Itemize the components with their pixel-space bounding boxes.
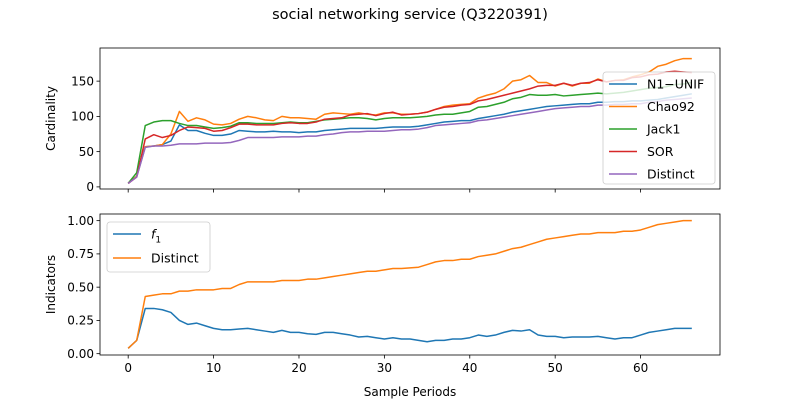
chart-1-x-tick-label-0: 0 [124,361,132,375]
cardinality-panel: 0 50 100 150 Cardinality N1−UNIF Chao92 Jack1 SO… [44,47,721,194]
chart-0-y-axis-label: Cardinality [44,86,58,151]
chart-0-series-line-4 [127,97,692,184]
chart-1-x-tick-label-2: 20 [291,361,306,375]
chart-1-series-line-0 [127,307,692,349]
chart-1-x-tick-label-5: 50 [548,361,563,375]
chart-0-y-tick-label-0: 0 [86,180,94,194]
chart-0-series-line-2 [127,81,692,184]
chart-0-legend: N1−UNIF Chao92 Jack1 SOR Distinct [602,71,716,185]
chart-1-y-tick-label-3: 0.75 [67,247,94,261]
chart-1-y-tick-label-0: 0.00 [67,347,94,361]
chart-1-legend-label-1: Distinct [151,251,199,266]
chart-1-legend-label-0: f1 [151,227,161,246]
chart-0-legend-box [602,71,716,185]
indicators-panel: 0 10 20 30 40 50 60 0.00 0.25 0.50 0.75 1.00 Indicat… [44,213,721,375]
chart-1-x-tick-label-4: 40 [462,361,477,375]
chart-0-y-tick-label-1: 50 [79,145,94,159]
chart-1-x-tick-label-6: 60 [633,361,648,375]
chart-1-y-tick-label-4: 1.00 [67,214,94,228]
chart-1-x-tick-label-3: 30 [377,361,392,375]
chart-0-series-line-3 [127,70,692,184]
chart-1-series-line-1 [127,219,692,349]
chart-1-y-axis-label: Indicators [44,255,58,314]
chart-0-y-tick-label-2: 100 [71,110,94,124]
chart-0-legend-label-3: SOR [647,144,674,159]
chart-1-x-tick-label-1: 10 [206,361,221,375]
x-axis-label: Sample Periods [364,385,456,399]
chart-0-series-line-0 [127,93,692,184]
chart-1-axes-frame [99,213,721,356]
chart-0-legend-label-2: Jack1 [646,122,680,137]
chart-1-y-tick-label-2: 0.50 [67,280,94,294]
chart-0-legend-label-4: Distinct [647,167,695,182]
chart-0-y-tick-label-3: 150 [71,74,94,88]
figure-title: social networking service (Q3220391) [272,7,548,23]
chart-0-legend-label-0: N1−UNIF [647,77,704,92]
chart-1-y-tick-label-1: 0.25 [67,314,94,328]
chart-1-legend: f1 Distinct [106,221,211,273]
chart-0-legend-label-1: Chao92 [647,99,695,114]
chart-0-axes-frame [99,47,721,190]
